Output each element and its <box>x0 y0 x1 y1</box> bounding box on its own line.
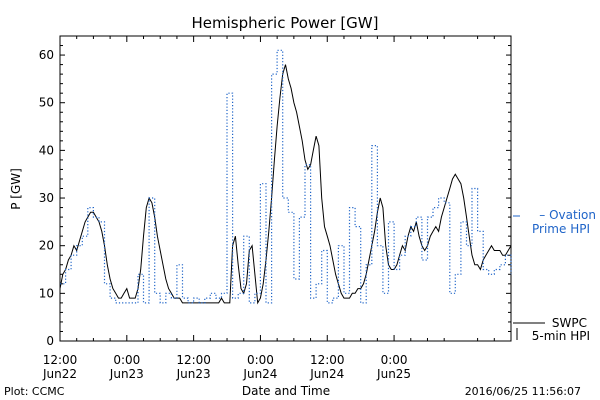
x-tick-label-date: Jun24 <box>242 367 277 381</box>
x-tick-label-time: 0:00 <box>381 353 408 367</box>
y-tick-label: 10 <box>39 286 54 300</box>
axis-ticks: 010203040506012:00Jun220:00Jun2312:00Jun… <box>39 36 511 381</box>
y-axis-title: P [GW] <box>9 168 23 210</box>
x-tick-label-time: 12:00 <box>310 353 345 367</box>
legend-label-ovation-2: Prime HPI <box>532 222 590 236</box>
series-line-swpc <box>59 64 512 305</box>
x-tick-label-date: Jun24 <box>309 367 344 381</box>
x-tick-label-date: Jun25 <box>376 367 411 381</box>
x-tick-label-date: Jun23 <box>109 367 144 381</box>
plot-timestamp: 2016/06/25 11:56:07 <box>465 385 581 398</box>
y-tick-label: 20 <box>39 239 54 253</box>
x-tick-label-time: 12:00 <box>43 353 78 367</box>
y-tick-label: 50 <box>39 96 54 110</box>
plot-frame <box>59 35 512 342</box>
x-tick-label-time: 12:00 <box>176 353 211 367</box>
legend-label-ovation: – Ovation <box>539 208 596 222</box>
plot-credit: Plot: CCMC <box>4 385 65 398</box>
series-layer <box>59 49 512 305</box>
legend-label-swpc: SWPC <box>552 316 587 330</box>
chart-title: Hemispheric Power [GW] <box>192 14 379 32</box>
y-tick-label: 40 <box>39 143 54 157</box>
x-tick-label-date: Jun22 <box>42 367 77 381</box>
x-tick-label-time: 0:00 <box>247 353 274 367</box>
x-axis-title: Date and Time <box>242 384 330 398</box>
y-tick-label: 0 <box>46 334 54 348</box>
series-line-ovation <box>60 49 512 304</box>
x-tick-label-date: Jun23 <box>176 367 211 381</box>
legend-label-swpc-2: 5-min HPI <box>532 329 590 343</box>
x-tick-label-time: 0:00 <box>113 353 140 367</box>
y-tick-label: 60 <box>39 48 54 62</box>
y-tick-label: 30 <box>39 191 54 205</box>
